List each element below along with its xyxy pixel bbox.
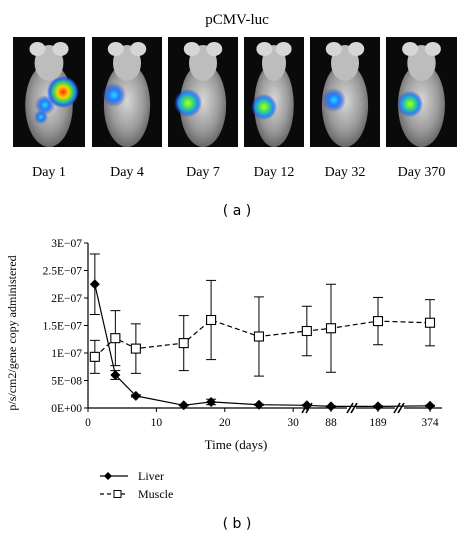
y-tick-label: 1.5E−07 [43,321,83,333]
data-point [373,401,383,412]
day-label: Day 4 [110,165,144,180]
mouse-ear [130,42,147,56]
liver-series [89,253,435,412]
data-point [178,338,189,349]
x-tick-label: 374 [421,417,439,429]
mouse-image [13,37,85,147]
data-point [301,400,312,411]
mouse-ear [256,42,273,56]
day-label: Day 12 [254,165,295,180]
muscle-series [89,279,436,377]
data-point [110,333,121,344]
bioluminescence-signal [397,91,423,117]
day-labels: Day 1 Day 4 Day 7 Day 12 Day 32 Day 370 [32,165,445,180]
mouse-body [179,63,227,147]
panel-a-caption: ( a ) [223,203,251,219]
mouse-ear [325,42,342,56]
axis-break-mark [393,402,401,414]
axis-break-mark [397,402,405,414]
x-tick-label: 0 [85,417,91,429]
y-tick-label: 1E−07 [51,348,82,360]
data-point [301,325,312,337]
data-point [206,314,217,326]
mouse-ear [29,42,46,56]
data-point [253,331,265,342]
legend-marker [113,490,122,498]
mouse-image [244,37,304,147]
legend-label: Liver [138,469,164,483]
axes [87,243,442,414]
data-point [253,399,264,410]
muscle-line [94,319,431,358]
y-tick-label: 0E+00 [51,403,82,415]
data-point [130,390,141,401]
mouse-ear [402,42,419,56]
bioluminescence-signal [251,94,277,120]
y-tick-label: 2.5E−07 [43,266,83,278]
panel-b-caption: ( b ) [223,516,252,532]
x-axis-label: Time (days) [205,437,268,452]
data-point [424,317,436,328]
mouse-ear [424,42,441,56]
legend: Liver Muscle [100,469,173,501]
bioluminescence-signal [47,76,79,108]
y-ticks: 0E+00 5E−08 1E−07 1.5E−07 2E−07 2.5E−07 3E−07 [43,238,88,415]
data-point [206,396,217,407]
day-label: Day 32 [325,165,366,180]
series-layer [89,253,436,412]
data-point [372,316,384,327]
data-point [326,401,336,412]
mouse-ear [348,42,365,56]
x-tick-label: 10 [151,417,163,429]
data-point [325,323,337,334]
bioluminescence-signal [322,88,346,112]
x-tick-label: 20 [219,417,231,429]
x-ticks: 0 10 20 30 88 189 374 [85,408,439,429]
bioluminescence-signal [34,110,48,124]
bioluminescence-signal [35,95,55,115]
axis-break-mark [346,402,354,414]
y-axis-label: p/s/cm2/gene copy administered [5,255,19,410]
y-tick-label: 5E−08 [51,376,82,388]
data-point [425,400,435,411]
mouse-body [321,63,369,147]
mouse-ear [275,42,292,56]
data-point [89,279,100,290]
mouse-image [92,37,162,147]
legend-label: Muscle [138,487,173,501]
y-tick-label: 2E−07 [51,293,82,305]
x-tick-label: 30 [287,417,299,429]
x-tick-label: 189 [369,417,387,429]
chart-b: p/s/cm2/gene copy administered Time (day… [5,238,442,501]
axis-break-mark [350,402,358,414]
x-tick-label: 88 [325,417,337,429]
liver-line [94,284,431,407]
data-point [89,351,100,362]
mouse-image [310,37,380,147]
mouse-image [386,37,457,147]
y-tick-label: 3E−07 [51,238,82,250]
mouse-ear [183,42,200,56]
data-point [110,370,121,380]
mouse-image [168,37,238,147]
bioluminescence-signal [102,83,126,107]
data-point [130,343,141,354]
data-point [178,400,189,411]
mouse-ear [206,42,223,56]
mouse-image-strip [13,37,457,147]
mouse-ear [107,42,124,56]
legend-marker [104,472,112,480]
day-label: Day 1 [32,165,66,180]
panel-a-title: pCMV-luc [205,12,269,28]
day-label: Day 7 [186,165,220,180]
mouse-ear [52,42,69,56]
day-label: Day 370 [398,165,446,180]
bioluminescence-signal [174,89,202,117]
